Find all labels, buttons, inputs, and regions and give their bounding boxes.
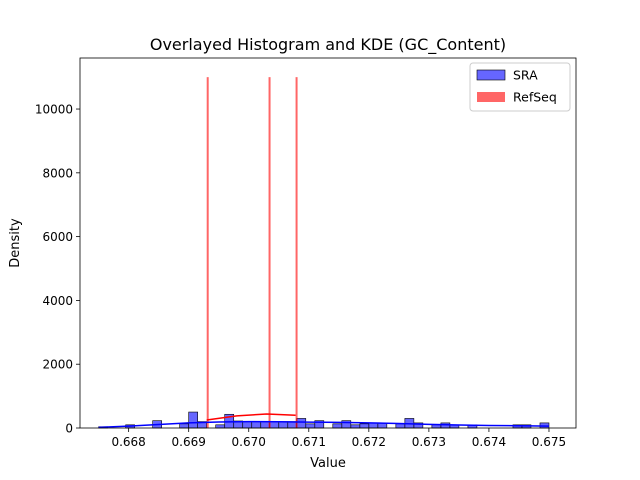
sra-bar-12 <box>269 421 280 429</box>
refseq-bar-1 <box>268 77 271 428</box>
x-tick-label-1: 0.669 <box>172 435 206 449</box>
y-tick-label-0: 0 <box>65 422 73 436</box>
y-axis-ticks: 0 2000 4000 6000 8000 10000 <box>35 103 80 436</box>
sra-bar-10 <box>251 421 262 429</box>
legend: SRA RefSeq <box>469 62 571 112</box>
sra-bar-20 <box>350 424 361 429</box>
y-tick-label-3: 6000 <box>42 230 73 244</box>
y-axis-label: Density <box>8 218 23 268</box>
refseq-histogram-bars <box>206 77 298 428</box>
x-tick-label-0: 0.668 <box>111 435 145 449</box>
x-tick-label-4: 0.672 <box>352 435 386 449</box>
refseq-kde-line <box>206 413 296 421</box>
sra-bar-18 <box>332 423 343 429</box>
y-tick-label-1: 2000 <box>42 358 73 372</box>
legend-swatch-refseq <box>477 92 505 102</box>
y-tick-label-5: 10000 <box>35 103 73 117</box>
x-axis-ticks: 0.668 0.669 0.670 0.671 0.672 0.673 0.674 0.675 <box>111 428 566 449</box>
x-tick-label-2: 0.670 <box>232 435 266 449</box>
refseq-bar-0 <box>206 77 209 428</box>
legend-label-refseq: RefSeq <box>513 90 557 105</box>
chart-title: Overlayed Histogram and KDE (GC_Content) <box>150 35 506 55</box>
y-tick-label-4: 8000 <box>42 166 73 180</box>
legend-swatch-sra <box>476 69 506 81</box>
sra-bar-16 <box>305 423 316 429</box>
sra-bar-3 <box>179 423 189 429</box>
sra-kde-line <box>98 420 549 429</box>
sra-bar-4 <box>188 411 199 429</box>
y-tick-label-2: 4000 <box>42 294 73 308</box>
x-tick-label-6: 0.674 <box>472 435 506 449</box>
sra-bar-11 <box>260 421 271 429</box>
sra-bar-24 <box>395 423 406 429</box>
refseq-bar-2 <box>295 77 298 428</box>
axes-frame <box>79 57 577 429</box>
x-tick-label-7: 0.675 <box>532 435 566 449</box>
sra-bar-6 <box>215 424 226 429</box>
x-tick-label-5: 0.673 <box>412 435 446 449</box>
x-tick-label-3: 0.671 <box>292 435 326 449</box>
legend-label-sra: SRA <box>513 68 538 83</box>
x-axis-label: Value <box>310 456 346 471</box>
sra-bar-21 <box>359 423 370 429</box>
sra-bar-9 <box>242 421 253 429</box>
sra-bar-15 <box>296 418 307 429</box>
